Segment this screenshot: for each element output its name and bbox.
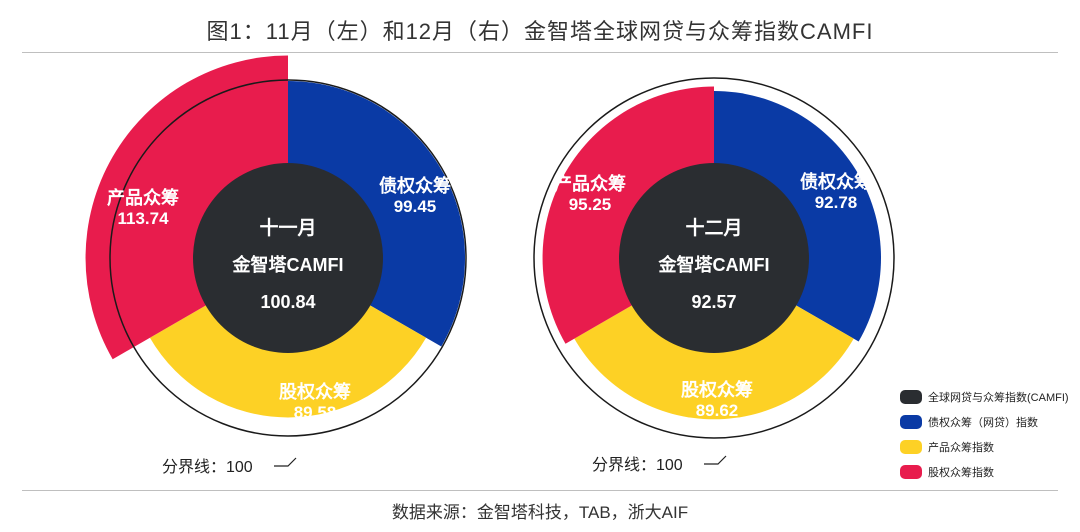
nov-center-index-name: 金智塔CAMFI xyxy=(232,254,344,275)
dec-label-name-product: 产品众筹 xyxy=(554,173,626,194)
dec-center-index-name: 金智塔CAMFI xyxy=(658,254,770,275)
chart-title: 图1：11月（左）和12月（右）金智塔全球网贷与众筹指数CAMFI xyxy=(206,19,874,44)
nov-label-name-product: 产品众筹 xyxy=(107,187,179,208)
dec-label-value-product: 95.25 xyxy=(569,195,612,214)
legend-item-debt: 债权众筹（网贷）指数 xyxy=(900,411,1069,433)
nov-label-name-equity: 股权众筹 xyxy=(278,381,351,402)
dec-label-name-debt: 债权众筹 xyxy=(800,171,872,192)
dec-baseline-label: 分界线：100 xyxy=(592,456,683,474)
legend-item-camfi: 全球网贷与众筹指数(CAMFI) xyxy=(900,386,1069,408)
nov-label-value-product: 113.74 xyxy=(117,209,169,228)
dec-center-index-value: 92.57 xyxy=(691,292,736,312)
legend-label-product: 产品众筹指数 xyxy=(928,442,994,454)
dec-center-disc xyxy=(619,163,809,353)
nov-label-value-debt: 99.45 xyxy=(394,197,437,216)
legend-item-equity: 股权众筹指数 xyxy=(900,461,1069,483)
legend-swatch-product xyxy=(900,440,922,454)
nov-center-index-value: 100.84 xyxy=(260,292,315,312)
dec-baseline-leader xyxy=(704,455,727,465)
dec-baseline-circle xyxy=(533,77,895,439)
nov-center-disc xyxy=(193,163,383,353)
legend-swatch-camfi xyxy=(900,390,922,404)
legend-label-camfi: 全球网贷与众筹指数(CAMFI) xyxy=(928,392,1069,404)
nov-baseline-leader xyxy=(274,457,297,467)
nov-label-name-debt: 债权众筹 xyxy=(379,175,451,196)
dec-label-name-equity: 股权众筹 xyxy=(680,379,753,400)
dec-label-value-equity: 89.62 xyxy=(696,401,739,420)
camfi-charts: 十一月金智塔CAMFI100.84债权众筹99.45股权众筹89.58产品众筹1… xyxy=(85,55,895,476)
title-divider xyxy=(22,52,1058,53)
legend-swatch-debt xyxy=(900,415,922,429)
nov-center-month: 十一月 xyxy=(259,216,316,239)
legend: 全球网贷与众筹指数(CAMFI) 债权众筹（网贷）指数 产品众筹指数 股权众筹指… xyxy=(900,386,1069,486)
legend-item-product: 产品众筹指数 xyxy=(900,436,1069,458)
data-source: 数据来源：金智塔科技，TAB，浙大AIF xyxy=(391,503,689,522)
legend-label-debt: 债权众筹（网贷）指数 xyxy=(928,417,1038,429)
legend-label-equity: 股权众筹指数 xyxy=(928,467,994,479)
source-divider xyxy=(22,490,1058,491)
dec-label-value-debt: 92.78 xyxy=(815,193,858,212)
legend-swatch-equity xyxy=(900,465,922,479)
nov-label-value-equity: 89.58 xyxy=(294,403,337,422)
nov-baseline-circle xyxy=(109,79,467,437)
dec-center-month: 十二月 xyxy=(685,216,742,239)
nov-baseline-label: 分界线：100 xyxy=(162,458,253,476)
